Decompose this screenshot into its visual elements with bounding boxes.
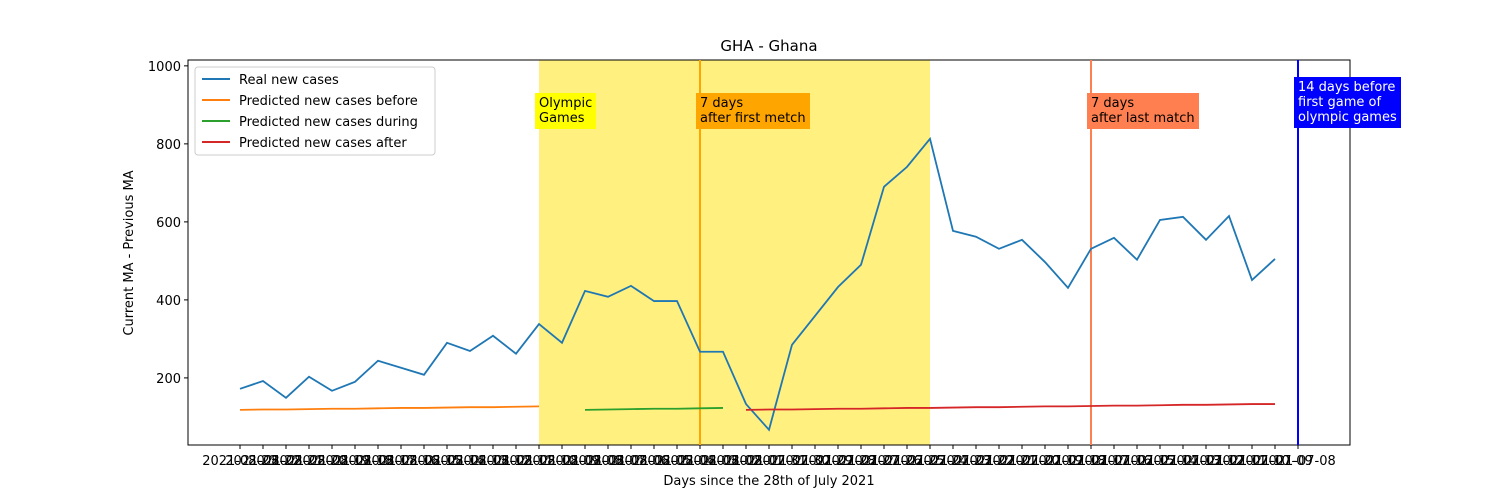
- x-tick-label: 2021-08-22: [225, 454, 301, 469]
- legend-label: Predicted new cases before: [239, 94, 418, 109]
- vline-label: 14 days before first game of olympic gam…: [1294, 77, 1401, 128]
- x-tick-label: 2021-07-11: [1191, 454, 1267, 469]
- x-axis-label: Days since the 28th of July 2021: [663, 474, 874, 489]
- x-tick-label: 2021-08-08: [547, 454, 623, 469]
- y-tick-label: 1000: [148, 60, 181, 75]
- x-tick-label: 2021-07-23: [915, 454, 991, 469]
- legend-label: Predicted new cases after: [239, 136, 407, 151]
- x-tick-label: 2021-07-21: [961, 454, 1037, 469]
- x-tick-label: 2021-07-26: [846, 454, 922, 469]
- series-line: [239, 405, 540, 411]
- x-tick-label: 2021-07-15: [1099, 454, 1175, 469]
- y-tick-label: 400: [156, 294, 181, 309]
- x-tick-label: 2021-08-06: [593, 454, 669, 469]
- x-tick-label: 2021-07-14: [1122, 454, 1198, 469]
- x-tick-label: 2021-07-18: [1030, 454, 1106, 469]
- x-tick-label: 2021-08-02: [685, 454, 761, 469]
- x-tick-label: 2021-07-28: [800, 454, 876, 469]
- x-tick-label: 2021-07-17: [1053, 454, 1129, 469]
- x-tick-label: 2021-07-12: [1168, 454, 1244, 469]
- x-tick-label: 2021-08-13: [432, 454, 508, 469]
- x-tick-label: 2021-07-30: [754, 454, 830, 469]
- y-axis-label: Current MA - Previous MA: [122, 170, 137, 335]
- y-tick-label: 600: [156, 216, 181, 231]
- legend-label: Real new cases: [239, 73, 339, 88]
- x-tick-label: 2021-07-08: [1260, 454, 1336, 469]
- x-tick-label: 2021-08-03: [662, 454, 738, 469]
- x-tick-label: 2021-07-27: [823, 454, 899, 469]
- x-tick-label: 2021-08-07: [570, 454, 646, 469]
- x-tick-label: 2021-07-25: [869, 454, 945, 469]
- x-tick-label: 2021-08-23: [202, 454, 278, 469]
- x-tick-label: 2021-08-18: [317, 454, 393, 469]
- legend-label: Predicted new cases during: [239, 115, 418, 130]
- x-tick-label: 2021-07-31: [731, 454, 807, 469]
- vline-label: 7 days after last match: [1087, 93, 1199, 129]
- x-tick-label: 2021-08-16: [363, 454, 439, 469]
- span-label: Olympic Games: [535, 93, 597, 129]
- x-tick-label: 2021-07-20: [984, 454, 1060, 469]
- x-tick-label: 2021-08-01: [708, 454, 784, 469]
- x-tick-label: 2021-07-16: [1076, 454, 1152, 469]
- vline-label: 7 days after first metch: [696, 93, 810, 129]
- x-tick-label: 2021-08-12: [455, 454, 531, 469]
- series-line: [239, 136, 1276, 432]
- x-tick-label: 2021-08-04: [639, 454, 715, 469]
- series-line: [745, 403, 1275, 411]
- x-tick-label: 2021-08-11: [478, 454, 554, 469]
- y-tick-label: 200: [156, 372, 181, 387]
- x-tick-label: 2021-08-09: [524, 454, 600, 469]
- x-tick-label: 2021-07-22: [938, 454, 1014, 469]
- legend: Real new cases Predicted new cases before…: [194, 66, 436, 156]
- x-tick-label: 2021-08-14: [409, 454, 485, 469]
- x-tick-label: 2021-07-29: [777, 454, 853, 469]
- chart-title: GHA - Ghana: [720, 37, 817, 55]
- x-tick-label: 2021-08-17: [340, 454, 416, 469]
- x-tick-label: 2021-08-20: [271, 454, 347, 469]
- x-tick-label: 2021-08-10: [501, 454, 577, 469]
- x-tick-label: 2021-07-09: [1237, 454, 1313, 469]
- x-tick-label: 2021-07-24: [892, 454, 968, 469]
- x-tick-label: 2021-07-13: [1145, 454, 1221, 469]
- x-tick-label: 2021-08-15: [386, 454, 462, 469]
- legend-box: [194, 66, 436, 156]
- x-tick-label: 2021-08-21: [248, 454, 324, 469]
- x-tick-label: 2021-07-10: [1214, 454, 1290, 469]
- series-line: [584, 407, 724, 411]
- x-tick-label: 2021-08-05: [616, 454, 692, 469]
- x-tick-label: 2021-07-19: [1007, 454, 1083, 469]
- x-tick-label: 2021-08-19: [294, 454, 370, 469]
- y-tick-label: 800: [156, 138, 181, 153]
